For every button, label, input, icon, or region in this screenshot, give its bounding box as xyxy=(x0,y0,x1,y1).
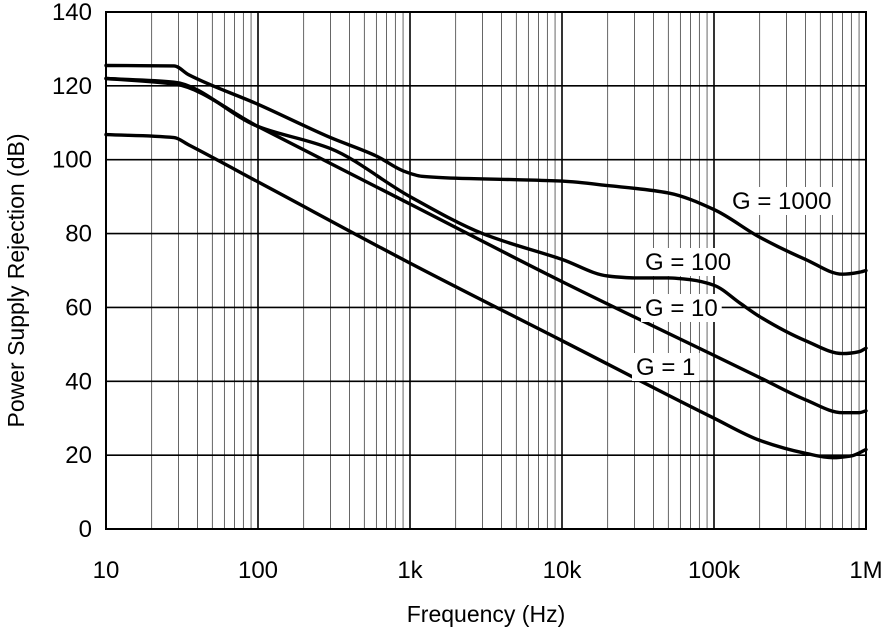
grid xyxy=(105,11,866,530)
series-label-g1: G = 1 xyxy=(636,354,695,381)
y-tick-labels: 0 20 40 60 80 100 120 140 xyxy=(52,0,92,543)
curves xyxy=(104,63,868,460)
series-label-bg xyxy=(641,294,722,322)
x-tick-label: 100 xyxy=(238,557,278,584)
y-tick-label: 0 xyxy=(79,516,92,543)
x-tick-label: 1k xyxy=(397,557,423,584)
x-tick-label: 100k xyxy=(688,557,741,584)
x-axis-title: Frequency (Hz) xyxy=(407,601,565,627)
y-tick-label: 20 xyxy=(65,442,92,469)
series-line-g1 xyxy=(104,132,868,460)
series-label-bg xyxy=(641,248,736,276)
y-tick-label: 60 xyxy=(65,294,92,321)
y-tick-label: 80 xyxy=(65,221,92,248)
series-line-g10 xyxy=(104,76,868,415)
x-tick-label: 10 xyxy=(93,557,120,584)
series-label-g10: G = 10 xyxy=(645,295,718,322)
series-line-g1000 xyxy=(104,63,868,276)
plot-frame xyxy=(105,11,867,530)
series-label-g1000: G = 1000 xyxy=(732,188,831,215)
series-line-g100 xyxy=(104,76,868,356)
y-tick-label: 120 xyxy=(52,73,92,100)
series-label-bg xyxy=(728,187,836,215)
y-tick-label: 100 xyxy=(52,147,92,174)
x-tick-label: 1M xyxy=(849,557,882,584)
x-tick-labels: 10 100 1k 10k 100k 1M xyxy=(93,557,883,584)
x-tick-label: 10k xyxy=(543,557,583,584)
y-axis-title: Power Supply Rejection (dB) xyxy=(3,133,29,427)
series-labels: G = 1000 G = 100 G = 10 G = 1 xyxy=(632,187,836,381)
series-label-bg xyxy=(632,353,700,381)
y-tick-label: 40 xyxy=(65,368,92,395)
y-tick-label: 140 xyxy=(52,0,92,26)
series-label-g100: G = 100 xyxy=(645,249,731,276)
